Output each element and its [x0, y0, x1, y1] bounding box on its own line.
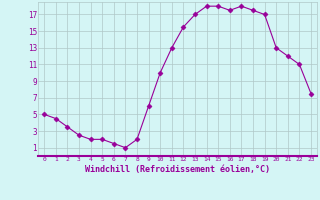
X-axis label: Windchill (Refroidissement éolien,°C): Windchill (Refroidissement éolien,°C): [85, 165, 270, 174]
